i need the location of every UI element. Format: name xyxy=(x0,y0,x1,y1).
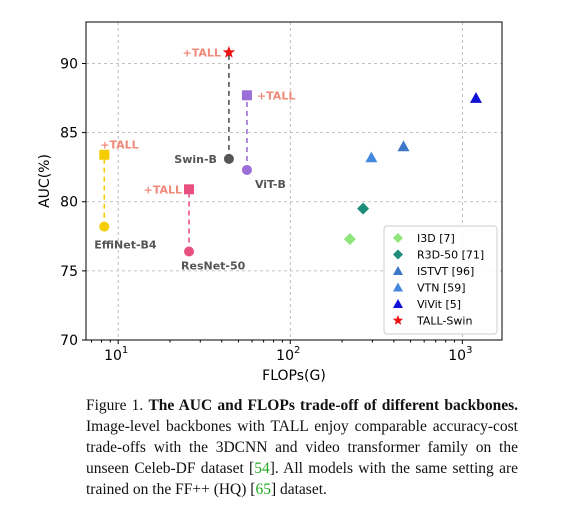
legend-item: R3D-50 [71] xyxy=(393,249,484,262)
legend-marker xyxy=(393,266,403,275)
legend: I3D [7] R3D-50 [71] ISTVT [96] VTN [59] ViVi… xyxy=(383,225,498,335)
legend-label: ViVit [5] xyxy=(417,298,461,311)
point-istvt-96 xyxy=(397,140,410,152)
legend-item: TALL-Swin xyxy=(392,315,472,328)
x-tick-label: 103 xyxy=(448,345,472,364)
base-point xyxy=(223,153,234,164)
backbone-label: ViT-B xyxy=(255,178,286,191)
legend-item: I3D [7] xyxy=(393,232,455,245)
legend-label: ISTVT [96] xyxy=(417,265,474,278)
legend-marker xyxy=(393,249,403,260)
tall-label: +TALL xyxy=(144,183,182,196)
caption-text-1: Image-level backbones with TALL enjoy co… xyxy=(86,418,518,477)
tall-label: +TALL xyxy=(257,89,295,102)
y-axis-ticks: 70 75 80 85 90 xyxy=(60,56,86,349)
legend-marker xyxy=(393,299,403,308)
x-tick-exponent: 1 xyxy=(122,345,128,356)
x-tick-label: 101 xyxy=(104,345,128,364)
backbone-label: EffiNet-B4 xyxy=(94,239,157,252)
legend-label: R3D-50 [71] xyxy=(417,249,484,262)
x-tick-exponent: 2 xyxy=(294,345,300,356)
figure-caption: Figure 1. The AUC and FLOPs trade-off of… xyxy=(86,395,518,500)
backbone-label: Swin-B xyxy=(174,153,217,166)
point-vivit-5 xyxy=(469,92,482,103)
y-tick-label: 85 xyxy=(60,126,78,142)
tall-point xyxy=(99,149,110,160)
y-tick-label: 75 xyxy=(60,264,78,280)
x-tick-exponent: 3 xyxy=(466,345,472,356)
base-point xyxy=(99,221,110,232)
base-point xyxy=(241,164,252,175)
tall-point xyxy=(241,90,252,101)
y-tick-label: 70 xyxy=(60,333,78,349)
point-r3d-50-71 xyxy=(357,202,370,215)
legend-label: VTN [59] xyxy=(417,282,466,295)
base-point xyxy=(184,246,195,257)
x-axis-ticks: 101 102 103 xyxy=(91,340,472,364)
pair-swin-b: Swin-B +TALL xyxy=(174,45,236,166)
point-vtn-59 xyxy=(365,151,378,163)
x-tick-base: 10 xyxy=(276,348,294,364)
x-tick-base: 10 xyxy=(104,348,122,364)
caption-citation-link[interactable]: 54 xyxy=(254,460,270,477)
legend-marker xyxy=(393,233,403,243)
y-axis-label: AUC(%) xyxy=(37,154,53,208)
caption-text-3: ] dataset. xyxy=(270,481,327,498)
legend-marker xyxy=(392,315,404,325)
plot-frame xyxy=(85,21,503,341)
y-tick-label: 90 xyxy=(60,56,78,72)
tall-label: +TALL xyxy=(100,139,138,152)
x-tick-base: 10 xyxy=(448,348,466,364)
legend-item: ISTVT [96] xyxy=(393,265,474,278)
legend-label: TALL-Swin xyxy=(416,315,472,328)
pair-resnet-50: ResNet-50 +TALL xyxy=(144,183,246,272)
x-tick-label: 102 xyxy=(276,345,300,364)
caption-title: The AUC and FLOPs trade-off of different… xyxy=(148,397,518,414)
backbone-label: ResNet-50 xyxy=(181,260,246,273)
legend-label: I3D [7] xyxy=(417,232,455,245)
tall-point xyxy=(184,184,195,195)
caption-citation-link[interactable]: 65 xyxy=(255,481,271,498)
video-model-points xyxy=(343,92,482,246)
point-i3d-7 xyxy=(343,233,356,246)
pair-effinet-b4: EffiNet-B4 +TALL xyxy=(94,139,157,252)
x-axis-label: FLOPs(G) xyxy=(262,368,326,384)
legend-item: VTN [59] xyxy=(393,282,466,295)
y-tick-label: 80 xyxy=(60,195,78,211)
legend-item: ViVit [5] xyxy=(393,298,461,311)
pair-vit-b: ViT-B +TALL xyxy=(241,89,295,191)
legend-marker xyxy=(393,282,403,292)
tall-point xyxy=(222,45,236,58)
caption-text-2: ]. All models with the same setting are … xyxy=(86,460,518,498)
legend-box xyxy=(383,225,498,335)
tall-label: +TALL xyxy=(183,46,221,59)
caption-prefix: Figure 1. xyxy=(86,397,149,414)
